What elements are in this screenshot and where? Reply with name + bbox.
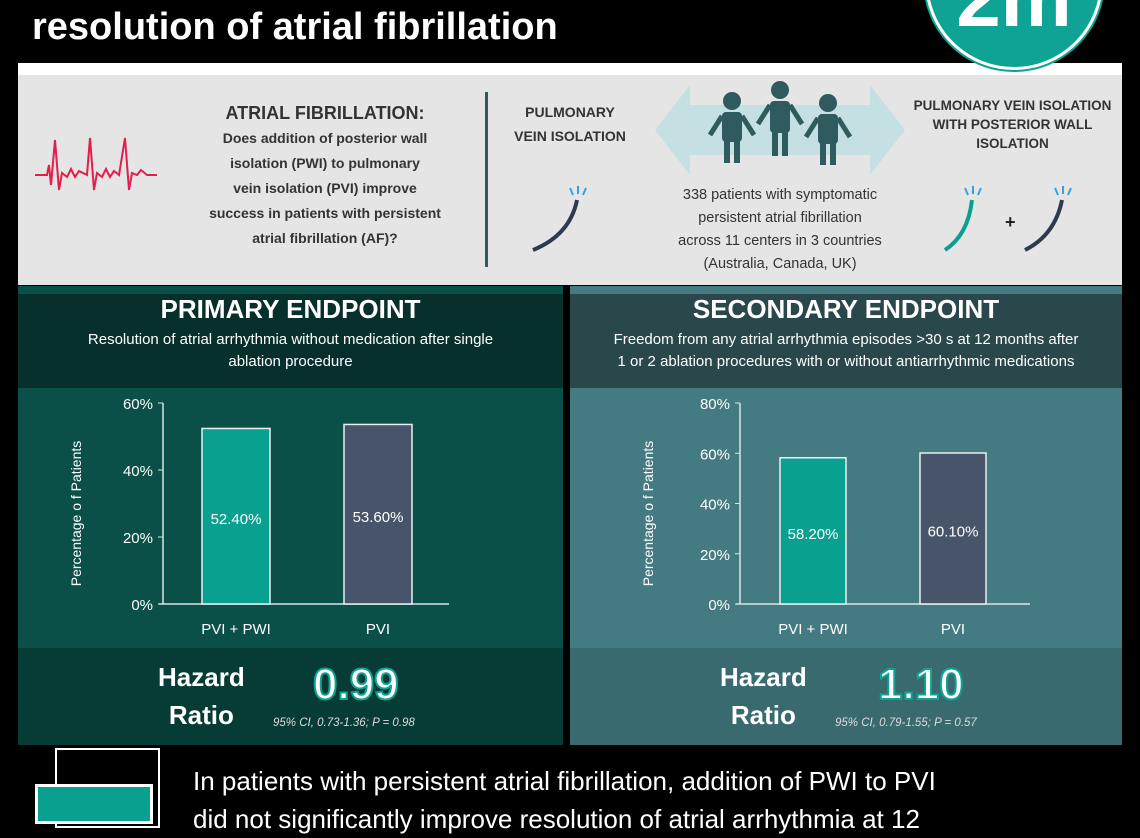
bar [201, 427, 271, 605]
data-label: 52.40% [211, 511, 262, 528]
ecg-icon [35, 137, 157, 191]
conclusion-text: In patients with persistent atrial fibri… [193, 766, 936, 834]
y-tick-label: 0% [131, 597, 153, 614]
y-axis-label: Percentage o f Patients [68, 441, 84, 587]
x-tick-label: PVI + PWI [778, 621, 848, 638]
hazard-ratio-value: 1.10 [877, 659, 965, 710]
study-text: persistent atrial fibrillation [698, 210, 862, 226]
study-text: across 11 centers in 3 countries [678, 233, 882, 249]
secondary-subtitle: 1 or 2 ablation procedures with or witho… [617, 353, 1075, 370]
study-text: 338 patients with symptomatic [682, 187, 878, 203]
y-tick-label: 80% [700, 396, 730, 413]
bar [779, 457, 847, 605]
y-tick-label: 20% [123, 530, 153, 547]
bar [343, 423, 413, 605]
y-tick-label: 20% [700, 547, 730, 564]
arm-left-label: VEIN ISOLATION [514, 128, 626, 144]
x-tick-label: PVI + PWI [201, 621, 271, 638]
primary-title: PRIMARY ENDPOINT [160, 294, 421, 324]
divider [485, 92, 488, 267]
primary-subtitle: ablation procedure [228, 353, 353, 370]
catheter-pair-icon [943, 186, 1072, 252]
arm-right-label: PULMONARY VEIN ISOLATION [913, 98, 1112, 113]
y-tick-label: 0% [708, 597, 730, 614]
catheter-icon [532, 186, 587, 252]
data-label: 58.20% [788, 526, 839, 543]
y-axis-label: Percentage o f Patients [640, 441, 656, 587]
hazard-ratio-band: Hazard Ratio 1.10 95% CI, 0.79-1.55; P = … [570, 648, 1122, 745]
y-tick-label: 40% [700, 497, 730, 514]
question-title: ATRIAL FIBRILLATION: [225, 103, 425, 123]
x-tick-label: PVI [941, 621, 965, 638]
y-tick-label: 60% [700, 446, 730, 463]
conclusion-icon [35, 784, 153, 824]
hazard-ratio-value: 0.99 [312, 659, 400, 710]
data-label: 60.10% [928, 523, 979, 540]
confidence-interval: 95% CI, 0.79-1.55; P = 0.57 [835, 717, 977, 729]
hazard-ratio-band: Hazard Ratio 0.99 95% CI, 0.73-1.36; P = … [18, 648, 563, 745]
arm-right-label: ISOLATION [976, 136, 1049, 151]
study-overview [18, 75, 1122, 285]
x-tick-label: PVI [366, 621, 390, 638]
y-tick-label: 40% [123, 463, 153, 480]
y-tick-label: 60% [123, 396, 153, 413]
logo: 2m [925, 0, 1103, 70]
arm-right-label: WITH POSTERIOR WALL [932, 117, 1093, 132]
secondary-bar-chart: 0% 20% 40% 60% 80% Percentage o f Patients 58.… [640, 396, 1030, 638]
page-title: resolution of atrial fibrillation [32, 6, 558, 48]
question-text: Does addition of posterior wall isolation… [209, 130, 441, 246]
secondary-endpoint-panel: SECONDARY ENDPOINT Freedom from any atri… [570, 286, 1122, 745]
primary-endpoint-panel: PRIMARY ENDPOINT Resolution of atrial ar… [18, 286, 563, 745]
primary-subtitle: Resolution of atrial arrhythmia without … [87, 331, 494, 348]
data-label: 53.60% [353, 509, 404, 526]
secondary-subtitle: Freedom from any atrial arrhythmia episo… [613, 331, 1079, 348]
primary-bar-chart: 0% 20% 40% 60% Percentage o f Patients 52.40%… [68, 396, 449, 638]
study-text: (Australia, Canada, UK) [703, 256, 857, 272]
divider [18, 63, 1122, 75]
secondary-title: SECONDARY ENDPOINT [692, 294, 1000, 324]
plus-icon: + [1005, 212, 1016, 232]
confidence-interval: 95% CI, 0.73-1.36; P = 0.98 [273, 717, 415, 729]
arm-left-label: PULMONARY [525, 104, 615, 120]
bar [919, 452, 987, 605]
patients-icon [655, 81, 905, 175]
